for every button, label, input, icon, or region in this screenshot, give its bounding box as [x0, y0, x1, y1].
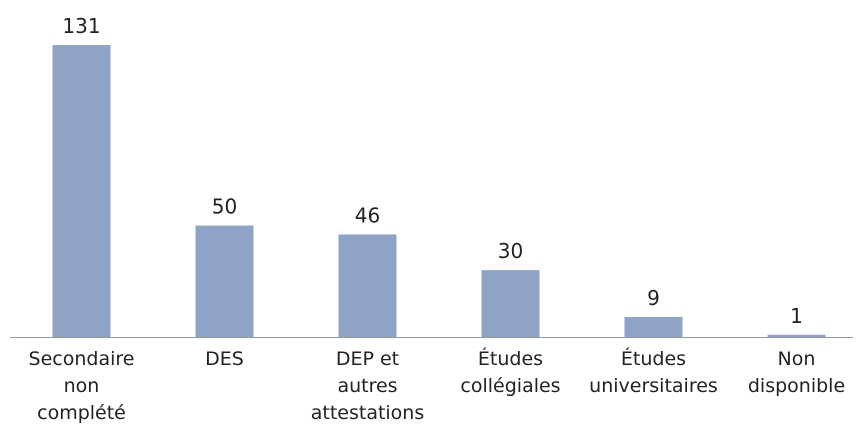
- value-label: 46: [355, 203, 380, 227]
- x-tick-label: Études universitaires: [589, 348, 718, 397]
- value-label: 9: [647, 286, 660, 310]
- x-tick-label: Études collégiales: [460, 348, 561, 397]
- value-label: 131: [62, 14, 100, 38]
- x-tick-label: DES: [205, 348, 244, 370]
- value-label: 50: [212, 195, 237, 219]
- value-label: 30: [498, 239, 523, 263]
- bar: [195, 225, 254, 337]
- value-label: 1: [790, 304, 803, 328]
- x-tick-label: Secondaire non complété: [28, 348, 135, 424]
- x-tick-label: Non disponible: [747, 348, 846, 397]
- bar: [338, 234, 397, 337]
- bar: [52, 45, 111, 337]
- bar: [767, 334, 826, 337]
- bar: [624, 316, 683, 337]
- x-tick-label: DEP et autres attestations: [310, 348, 425, 424]
- bar: [481, 270, 540, 337]
